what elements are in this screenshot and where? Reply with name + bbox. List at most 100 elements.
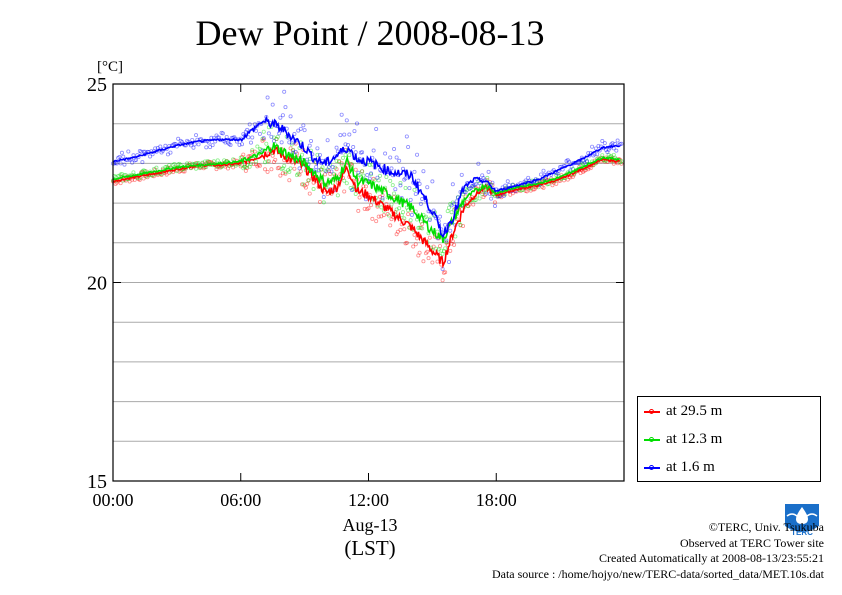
scatter-point bbox=[163, 143, 168, 148]
scatter-point bbox=[394, 232, 399, 237]
scatter-point bbox=[283, 171, 288, 176]
scatter-point bbox=[320, 165, 325, 170]
scatter-point bbox=[586, 151, 591, 156]
credit-source: Data source : /home/hojyo/new/TERC-data/… bbox=[491, 566, 824, 581]
scatter-point bbox=[371, 176, 376, 181]
scatter-point bbox=[355, 121, 360, 126]
scatter-point bbox=[413, 242, 418, 247]
scatter-point bbox=[427, 235, 432, 240]
scatter-point bbox=[452, 242, 457, 247]
scatter-point bbox=[480, 173, 485, 178]
scatter-point bbox=[168, 150, 173, 155]
scatter-point bbox=[402, 177, 407, 182]
scatter-point bbox=[441, 270, 446, 275]
scatter-point bbox=[137, 149, 142, 154]
legend: at 29.5 m at 12.3 m at 1.6 m bbox=[637, 396, 821, 482]
legend-label-12m: at 12.3 m bbox=[666, 431, 723, 447]
scatter-point bbox=[492, 203, 497, 208]
scatter-point bbox=[384, 174, 389, 179]
scatter-point bbox=[297, 172, 302, 177]
scatter-point bbox=[298, 126, 303, 131]
scatter-point bbox=[591, 153, 596, 158]
scatter-point bbox=[248, 161, 253, 166]
scatter-point bbox=[392, 147, 397, 152]
scatter-point bbox=[263, 160, 268, 165]
scatter-point bbox=[151, 167, 156, 172]
scatter-point bbox=[418, 225, 423, 230]
legend-swatch-1m bbox=[644, 465, 660, 470]
scatter-point bbox=[361, 173, 366, 178]
scatter-point bbox=[602, 141, 607, 146]
credit-created: Created Automatically at 2008-08-13/23:5… bbox=[599, 551, 824, 565]
scatter-point bbox=[481, 176, 486, 181]
scatter-point bbox=[117, 155, 122, 160]
scatter-point bbox=[289, 142, 294, 147]
scatter-point bbox=[443, 246, 448, 251]
scatter-point bbox=[317, 199, 322, 204]
scatter-point bbox=[257, 146, 262, 151]
scatter-point bbox=[133, 158, 138, 163]
scatter-point bbox=[392, 191, 397, 196]
scatter-point bbox=[360, 169, 365, 174]
scatter-point bbox=[317, 152, 322, 157]
axis-ticks: 15 20 25 00:00 06:00 12:00 18:00 bbox=[87, 74, 624, 510]
scatter-point bbox=[492, 200, 497, 205]
scatter-point bbox=[337, 159, 342, 164]
scatter-point bbox=[394, 155, 399, 160]
scatter-point bbox=[420, 221, 425, 226]
scatter-point bbox=[438, 244, 443, 249]
scatter-point bbox=[261, 136, 266, 141]
scatter-point bbox=[287, 169, 292, 174]
scatter-point bbox=[264, 141, 269, 146]
scatter-point bbox=[353, 191, 358, 196]
scatter-point bbox=[389, 166, 394, 171]
scatter-point bbox=[400, 210, 405, 215]
scatter-point bbox=[376, 178, 381, 183]
scatter-point bbox=[358, 150, 363, 155]
scatter-point bbox=[486, 169, 491, 174]
scatter-point bbox=[413, 191, 418, 196]
scatter-point bbox=[584, 159, 589, 164]
scatter-point bbox=[343, 142, 348, 147]
scatter-point bbox=[344, 118, 349, 123]
scatter-point bbox=[371, 148, 376, 153]
x-tick-label: 06:00 bbox=[220, 490, 261, 510]
scatter-point bbox=[324, 169, 329, 174]
scatter-point bbox=[242, 164, 247, 169]
scatter-point bbox=[315, 152, 320, 157]
chart-title: Dew Point / 2008-08-13 bbox=[195, 13, 545, 53]
scatter-point bbox=[167, 163, 172, 168]
logo-text: TERC bbox=[791, 528, 813, 537]
scatter-point bbox=[615, 161, 620, 166]
scatter-point bbox=[349, 162, 354, 167]
scatter-point bbox=[243, 168, 248, 173]
scatter-point bbox=[445, 209, 450, 214]
scatter-point bbox=[254, 159, 259, 164]
scatter-point bbox=[255, 144, 260, 149]
scatter-point bbox=[155, 146, 160, 151]
scatter-point bbox=[194, 166, 199, 171]
scatter-point bbox=[360, 169, 365, 174]
scatter-point bbox=[241, 166, 246, 171]
scatter-point bbox=[393, 187, 398, 192]
scatter-point bbox=[247, 164, 252, 169]
scatter-point bbox=[444, 240, 449, 245]
scatter-point bbox=[261, 129, 266, 134]
scatter-point bbox=[388, 178, 393, 183]
scatter-point bbox=[227, 141, 232, 146]
scatter-point bbox=[206, 159, 211, 164]
scatter-point bbox=[296, 128, 301, 133]
scatter-point bbox=[237, 142, 242, 147]
scatter-point bbox=[618, 142, 623, 147]
scatter-point bbox=[172, 162, 177, 167]
scatter-point bbox=[333, 165, 338, 170]
scatter-point bbox=[286, 168, 291, 173]
scatter-point bbox=[344, 181, 349, 186]
scatter-point bbox=[541, 185, 546, 190]
scatter-point bbox=[301, 123, 306, 128]
scatter-point bbox=[347, 153, 352, 158]
scatter-point bbox=[205, 159, 210, 164]
scatter-point bbox=[339, 161, 344, 166]
scatter-point bbox=[172, 141, 177, 146]
scatter-point bbox=[188, 143, 193, 148]
